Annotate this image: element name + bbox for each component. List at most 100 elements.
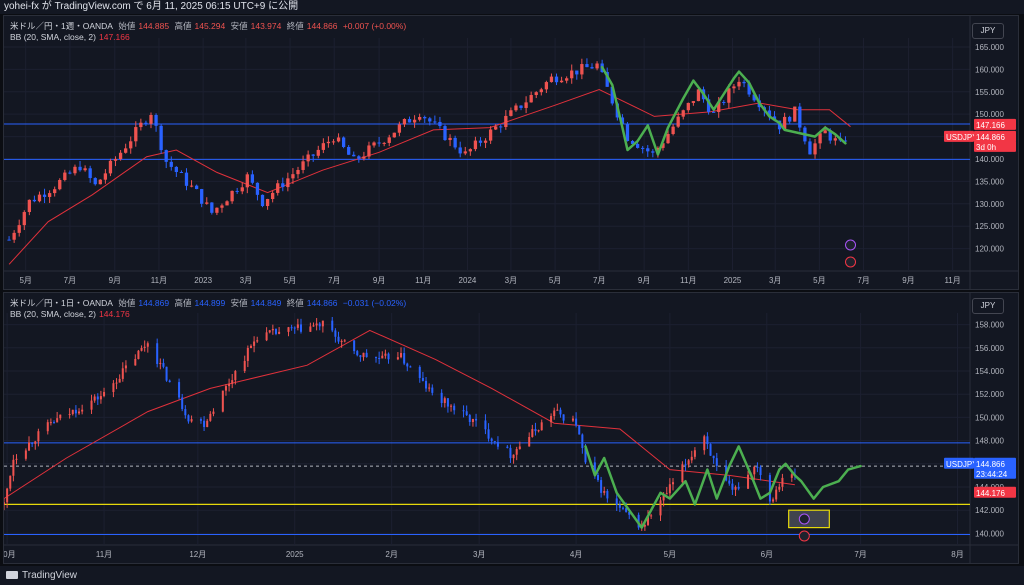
daily-chart-panel[interactable]: 158.000 156.000 154.000 152.000 150.000 148.0… [3,292,1019,564]
x-tick-label: 9月 [902,276,914,285]
candle-body [37,431,40,442]
candle-body [742,81,746,84]
candle-body [356,351,359,356]
candle-body [752,94,756,101]
candle-body [265,332,268,341]
candle-body [524,102,528,108]
candle-body [666,134,670,144]
candle-body [340,340,343,342]
bb-price-label-bg [974,486,1016,498]
x-tick-label: 9月 [373,276,385,285]
weekly-chart-panel[interactable]: 165.000160.000155.000150.000145.000140.0… [3,15,1019,290]
candle-body [585,64,589,68]
candle-body [620,117,625,125]
candle-body [412,119,417,123]
candle-body [290,327,293,329]
publication-header: yohei-fx が TradingView.com で 6月 11, 2025… [0,0,1024,14]
candle-body [431,387,434,393]
candle-body [696,89,701,102]
candle-body [271,192,275,200]
candle-body [31,442,34,444]
candle-body [169,161,173,167]
candle-body [421,378,424,381]
candle-body [756,466,759,468]
candle-body [96,396,99,400]
candle-body [712,111,716,113]
candle-body [27,442,31,451]
candle-body [378,357,381,359]
x-tick-label: 6月 [761,550,773,559]
y-tick-label: 150.000 [975,110,1004,119]
candle-body [610,86,614,104]
candle-body [37,194,42,202]
candle-body [293,327,296,329]
candle-body [554,76,559,83]
x-tick-label: 9月 [109,276,121,285]
candle-body [224,386,227,391]
candle-body [384,353,387,356]
candle-body [357,156,361,159]
candle-body [406,363,409,367]
candle-body [24,450,27,459]
daily-chart-canvas[interactable]: 158.000 156.000 154.000 152.000 150.000 148.0… [4,293,1018,563]
candle-body [392,132,396,138]
weekly-chart-canvas[interactable]: 165.000160.000155.000150.000145.000140.0… [4,16,1018,289]
candle-body [250,174,255,183]
candle-body [4,502,6,505]
weekly-ohlc-legend: 米ドル／円・1週・OANDA 始値 144.885 高値 145.294 安値 143… [10,20,409,32]
candle-body [747,474,750,489]
candle-body [446,398,449,407]
weekly-low-label: 安値 [230,21,248,31]
candle-body [387,353,390,360]
candle-body [144,122,148,124]
candle-body [676,116,680,127]
candle-body [32,199,37,202]
daily-currency-button[interactable]: JPY [972,298,1004,314]
candle-body [490,438,493,442]
candle-body [423,116,427,119]
candle-body [400,353,403,358]
symbol-price-tag: USDJPY [946,133,978,142]
candle-body [212,411,215,414]
candle-body [605,72,609,87]
weekly-currency-button[interactable]: JPY [972,23,1004,39]
candle-body [139,122,143,128]
candle-body [134,127,138,142]
candle-body [690,456,693,461]
candle-body [737,486,740,489]
candle-body [556,409,559,411]
daily-low-value: 144.849 [250,298,282,308]
y-tick-label: 148.000 [975,437,1004,446]
candle-body [471,418,474,423]
candle-body [228,383,231,387]
candle-body [509,110,513,116]
candle-body [575,70,579,75]
x-tick-label: 2023 [194,276,212,285]
candle-body [58,179,62,190]
candle-body [778,486,781,490]
countdown-label: 23:44:24 [976,470,1008,479]
candle-body [255,182,260,195]
candle-body [559,80,564,83]
candle-body [781,477,784,487]
candle-body [240,187,244,192]
x-tick-label: 7月 [857,276,869,285]
green-trend-drawing [600,65,847,156]
candle-body [367,145,371,157]
candle-body [159,363,162,365]
candle-body [487,429,490,439]
candle-body [296,169,300,175]
candle-body [813,143,817,155]
candle-body [630,140,635,144]
candle-body [93,178,97,185]
candle-body [823,130,827,134]
candle-body [496,441,499,447]
symbol-price-tag-bg [944,457,974,469]
candle-body [149,114,153,124]
candle-body [53,189,57,194]
candle-body [712,455,715,459]
candle-body [53,422,56,424]
candle-body [409,366,412,368]
candle-body [529,95,533,103]
candle-body [468,415,471,423]
